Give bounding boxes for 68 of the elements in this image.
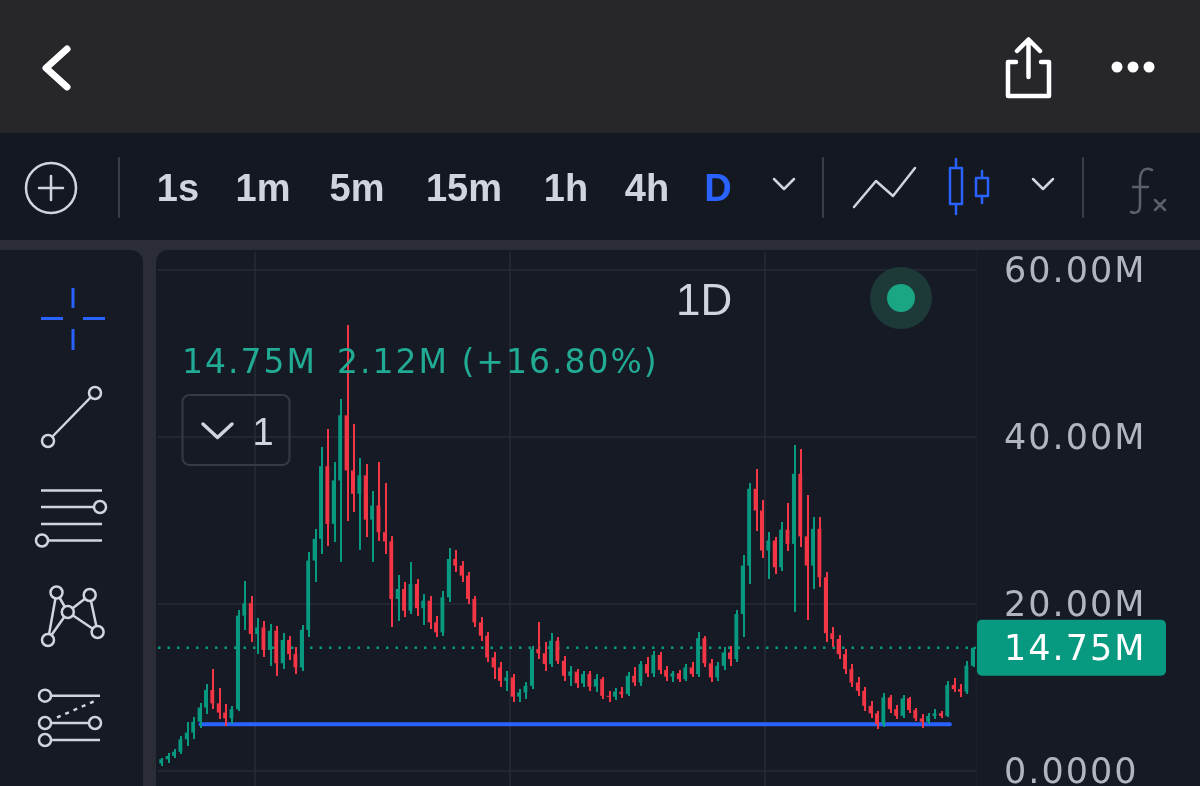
candlestick bbox=[644, 656, 649, 679]
candlestick bbox=[855, 676, 860, 697]
candlestick bbox=[421, 592, 426, 626]
candlestick bbox=[434, 614, 438, 639]
candlestick bbox=[466, 571, 470, 605]
candlestick bbox=[555, 636, 560, 666]
candlestick bbox=[574, 668, 579, 690]
candlestick bbox=[242, 579, 247, 631]
candlestick bbox=[625, 671, 630, 697]
candlestick bbox=[223, 703, 228, 727]
candlestick bbox=[280, 632, 285, 671]
candlestick bbox=[427, 595, 432, 631]
candlestick bbox=[632, 666, 637, 687]
candlestick bbox=[478, 616, 483, 642]
candlestick bbox=[210, 668, 215, 711]
candlestick bbox=[715, 661, 720, 682]
candlestick bbox=[587, 669, 592, 692]
candlestick bbox=[593, 673, 598, 694]
y-tick-label: 0.0000 bbox=[1004, 750, 1139, 786]
candlestick bbox=[485, 631, 490, 664]
text: 1D bbox=[676, 274, 733, 324]
candlestick bbox=[561, 654, 566, 682]
candlestick bbox=[497, 661, 502, 689]
text: 4h bbox=[624, 166, 670, 209]
text: D bbox=[704, 166, 732, 209]
candlestick bbox=[843, 648, 847, 676]
candlestick bbox=[204, 683, 208, 716]
candlestick bbox=[728, 644, 732, 667]
candlestick bbox=[357, 456, 362, 551]
candlestick bbox=[708, 658, 713, 683]
candlestick bbox=[862, 686, 867, 712]
candlestick bbox=[216, 687, 221, 721]
text: 5m bbox=[329, 166, 385, 209]
text: 15m bbox=[425, 166, 503, 209]
candlestick bbox=[293, 646, 298, 676]
annotation: 14.75M bbox=[182, 341, 317, 381]
annotation: 1 bbox=[252, 410, 274, 453]
candlestick bbox=[600, 675, 605, 701]
candlestick bbox=[472, 594, 477, 629]
candlestick bbox=[766, 531, 771, 580]
candlestick bbox=[836, 633, 841, 661]
candlestick bbox=[830, 626, 835, 649]
candlestick bbox=[351, 423, 355, 514]
candlestick bbox=[184, 720, 189, 747]
text: 1m bbox=[235, 166, 291, 209]
candlestick bbox=[382, 481, 387, 555]
text: 1h bbox=[543, 166, 589, 209]
candlestick bbox=[395, 573, 400, 622]
candlestick bbox=[651, 649, 656, 678]
candlestick bbox=[536, 620, 541, 661]
candlestick bbox=[657, 651, 662, 676]
y-tick-label: 60.00M bbox=[1004, 249, 1147, 290]
candlestick bbox=[453, 548, 458, 574]
candlestick bbox=[568, 664, 573, 687]
candlestick bbox=[370, 490, 374, 564]
candlestick bbox=[191, 715, 196, 741]
candlestick bbox=[402, 581, 406, 619]
text: 1s bbox=[156, 166, 200, 209]
ref-line-label: 14.75M bbox=[1004, 628, 1147, 669]
candlestick bbox=[504, 669, 509, 692]
candlestick bbox=[178, 734, 183, 756]
candlestick bbox=[875, 709, 879, 731]
y-tick-label: 20.00M bbox=[1004, 583, 1147, 624]
candlestick bbox=[510, 673, 515, 703]
y-tick-label: 40.00M bbox=[1004, 416, 1147, 457]
candlestick bbox=[849, 663, 854, 689]
candlestick bbox=[542, 641, 547, 672]
candlestick bbox=[287, 634, 291, 661]
